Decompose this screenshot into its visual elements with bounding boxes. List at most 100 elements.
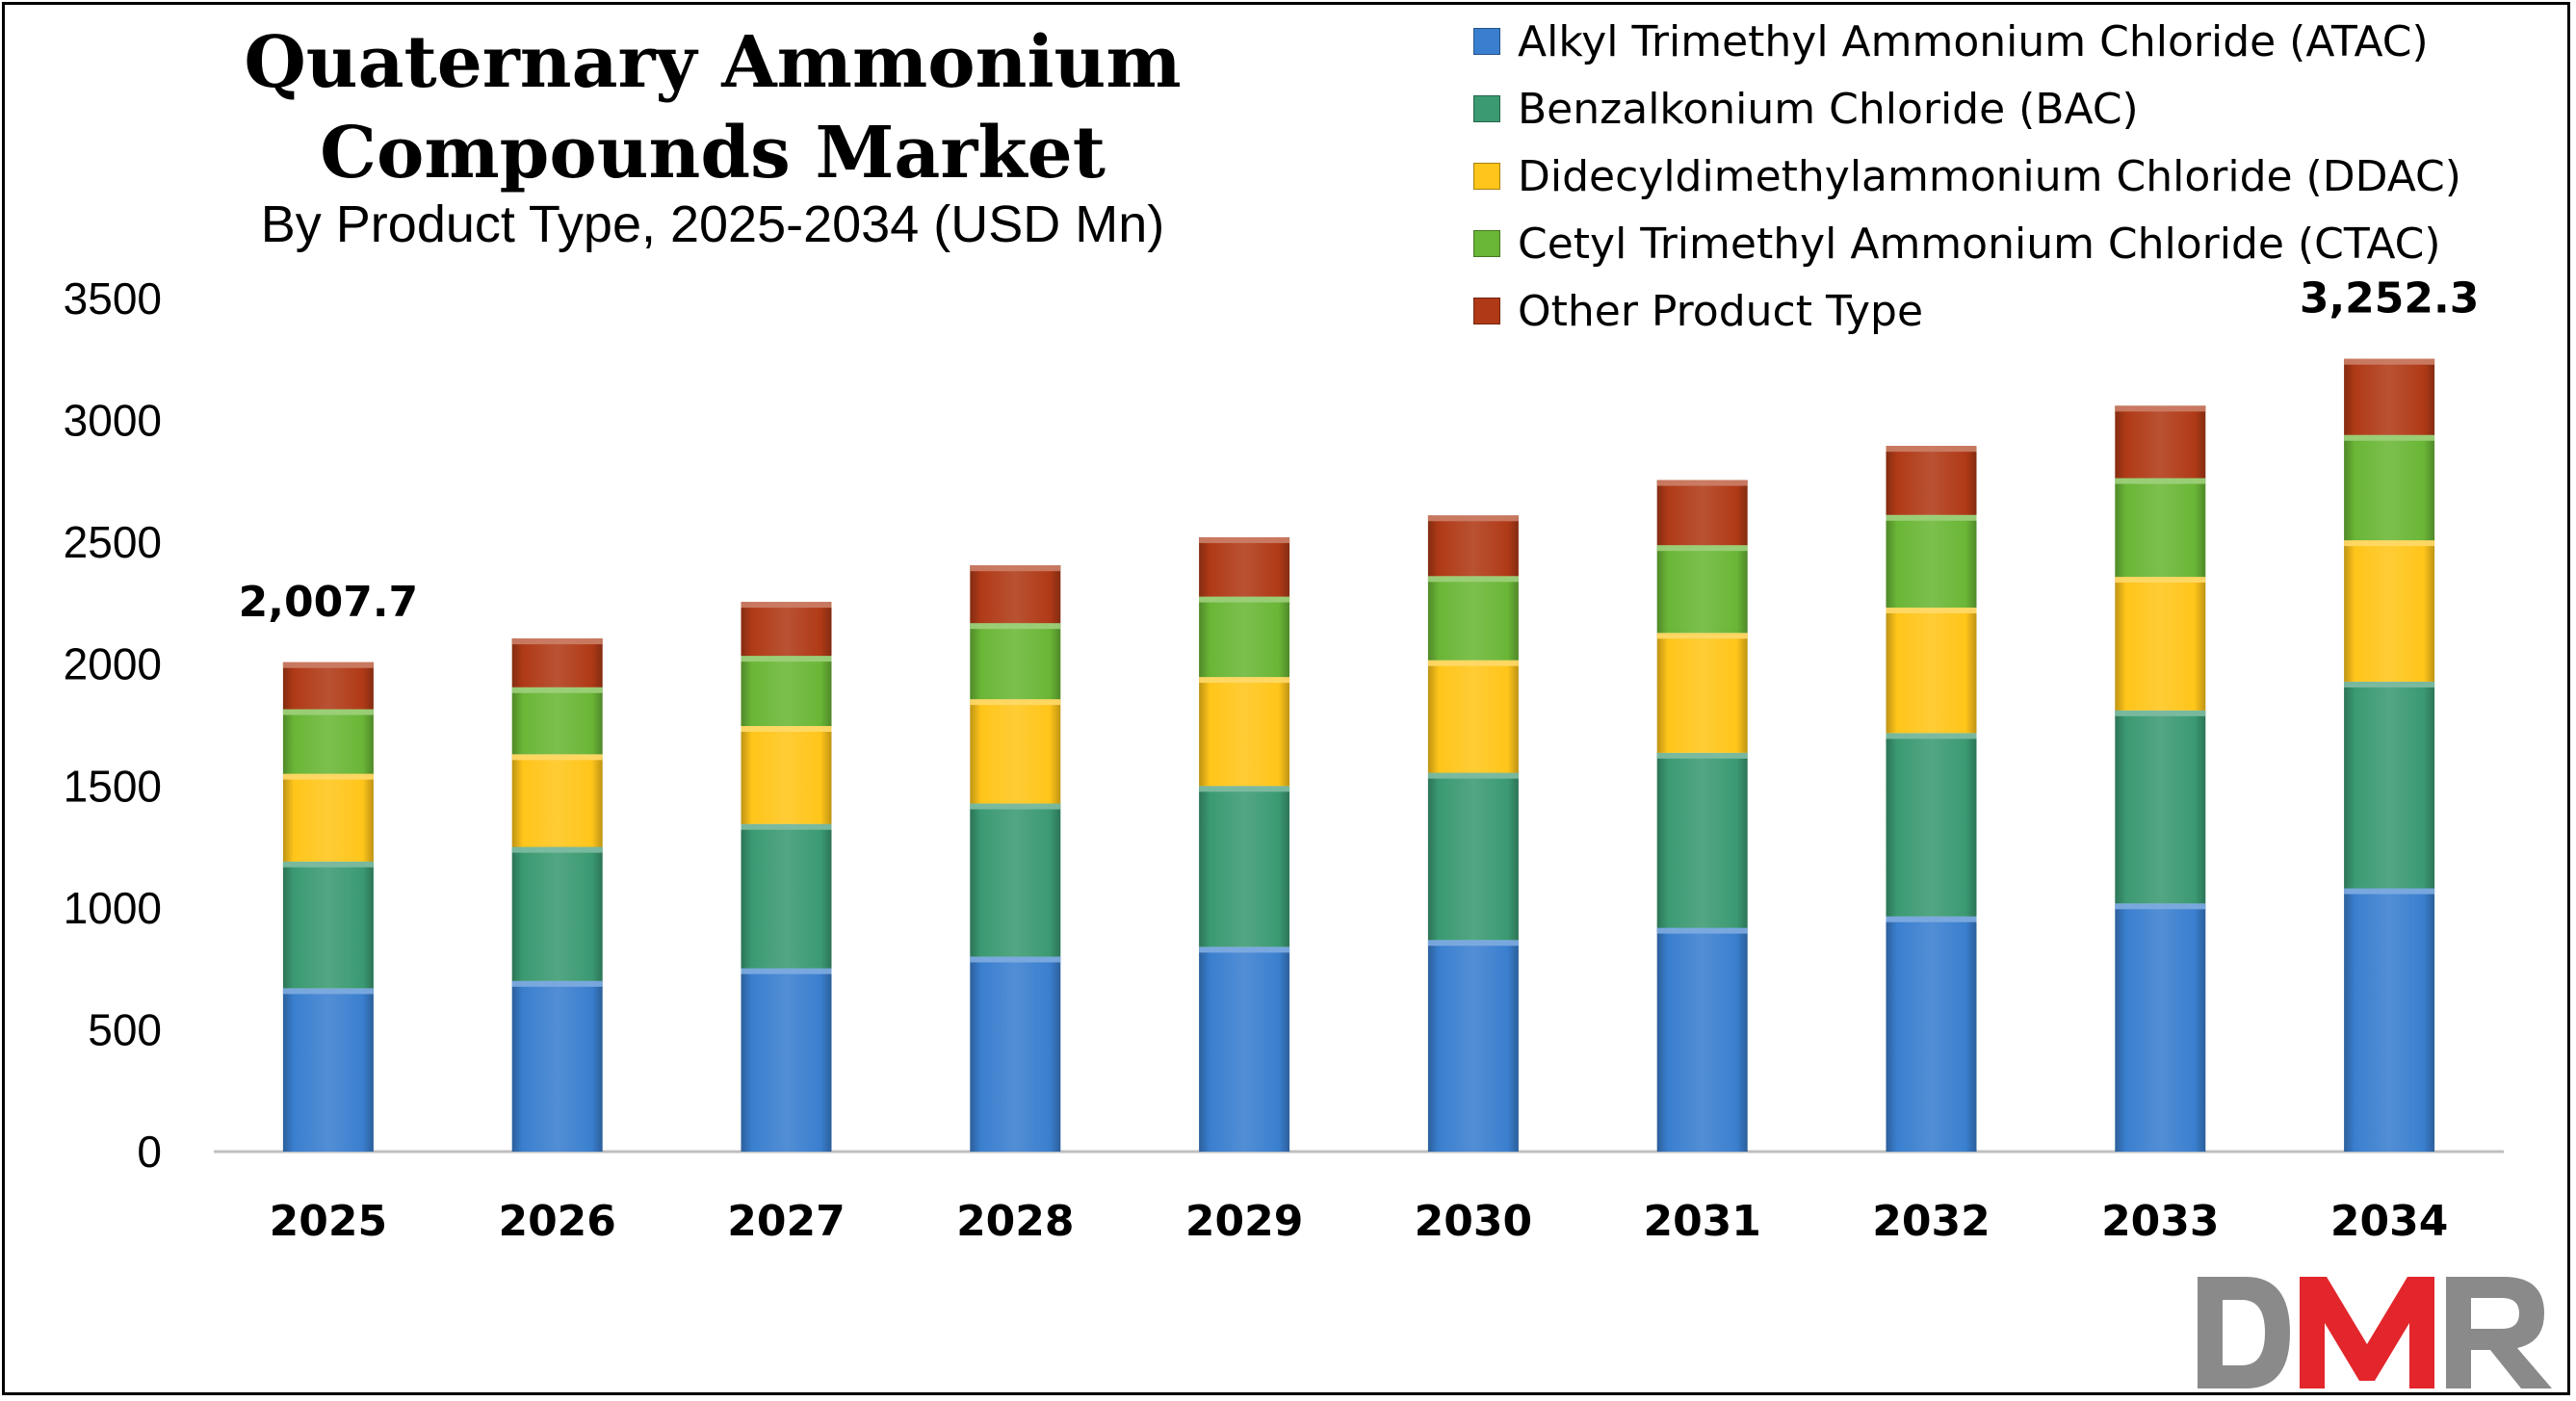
y-tick-label: 500 [88,1004,162,1054]
bar-segment-2030-1 [1427,772,1519,941]
bar-segment-bevel-2029-0 [1199,947,1290,953]
x-tick-label: 2032 [1872,1197,1990,1246]
bar-segment-2031-0 [1656,927,1748,1152]
bar-segment-bevel-2027-0 [741,968,832,974]
bar-segment-2033-4 [2115,405,2206,479]
bar-segment-2034-3 [2344,434,2435,541]
x-tick-label: 2031 [1643,1197,1760,1246]
bar-segment-2029-3 [1199,596,1290,678]
bar-segment-2027-3 [741,656,832,727]
bar-segment-2030-4 [1427,515,1519,577]
chart-legend: Alkyl Trimethyl Ammonium Chloride (ATAC)… [1473,8,2461,345]
bar-segment-bevel-2032-0 [1886,916,1977,922]
bar-segment-bevel-2027-2 [741,726,832,733]
bar-segment-2028-2 [970,699,1061,804]
y-tick-label: 0 [137,1127,162,1177]
dmr-logo [2198,1277,2552,1388]
bar-segment-bevel-2032-4 [1886,446,1977,453]
bar-segment-bevel-2027-4 [741,602,832,609]
bar-segment-2025-3 [282,709,374,774]
legend-label-bac: Benzalkonium Chloride (BAC) [1518,84,2139,134]
bar-segment-2031-2 [1656,633,1748,753]
legend-swatch-ctac [1473,230,1500,257]
bar-segment-2026-4 [511,638,603,688]
bar-segment-bevel-2029-2 [1199,677,1290,684]
bar-segment-bevel-2025-0 [282,988,374,995]
bar-segment-bevel-2034-0 [2344,888,2435,895]
legend-item-bac: Benzalkonium Chloride (BAC) [1473,75,2461,143]
x-tick-label: 2029 [1185,1197,1303,1246]
bar-segment-bevel-2025-4 [282,662,374,668]
bar-segment-bevel-2028-4 [970,565,1061,572]
bar-segment-bevel-2029-4 [1199,537,1290,544]
bar-segment-2034-2 [2344,540,2435,682]
bar-segment-2030-0 [1427,940,1519,1152]
bar-segment-bevel-2034-1 [2344,681,2435,688]
bar-segment-2025-4 [282,662,374,710]
bar-segment-bevel-2027-3 [741,656,832,662]
bar-segment-bevel-2033-1 [2115,710,2206,716]
bar-segment-2034-4 [2344,358,2435,435]
bar-segment-bevel-2030-0 [1427,940,1519,947]
bar-segment-2027-2 [741,726,832,824]
bar-segment-bevel-2031-2 [1656,633,1748,639]
chart-subtitle: By Product Type, 2025-2034 (USD Mn) [260,195,1165,253]
bar-segment-bevel-2025-2 [282,773,374,780]
bar-segment-2029-2 [1199,677,1290,787]
bar-segment-bevel-2026-4 [511,638,603,645]
bar-segment-2028-4 [970,565,1061,624]
bar-segment-bevel-2030-3 [1427,576,1519,583]
bar-segment-2034-1 [2344,681,2435,889]
data-label-2025: 2,007.7 [239,578,419,627]
bar-segment-2028-0 [970,956,1061,1152]
legend-swatch-atac [1473,28,1500,55]
bar-segment-2032-3 [1886,514,1977,608]
x-tick-label: 2026 [498,1197,615,1246]
bar-segment-2025-2 [282,773,374,862]
bar-segment-bevel-2032-3 [1886,514,1977,521]
bar-segment-bevel-2026-2 [511,754,603,761]
legend-label-atac: Alkyl Trimethyl Ammonium Chloride (ATAC) [1518,16,2429,66]
chart-title: Quaternary Ammonium Compounds Market [244,21,1182,195]
bar-segment-2029-4 [1199,537,1290,597]
bar-segment-2031-3 [1656,545,1748,634]
x-tick-label: 2030 [1415,1197,1532,1246]
bar-segment-bevel-2032-2 [1886,607,1977,613]
y-tick-label: 2500 [64,517,162,567]
bar-segment-2028-3 [970,623,1061,700]
bar-segment-2029-0 [1199,947,1290,1152]
y-tick-label: 3000 [64,396,162,446]
bar-segment-bevel-2025-1 [282,861,374,868]
bar-segment-bevel-2028-0 [970,956,1061,963]
bar-segment-2027-4 [741,602,832,657]
legend-item-atac: Alkyl Trimethyl Ammonium Chloride (ATAC) [1473,8,2461,75]
x-tick-label: 2028 [956,1197,1074,1246]
bar-segment-bevel-2034-3 [2344,434,2435,441]
bar-segment-bevel-2033-2 [2115,577,2206,584]
bar-segment-bevel-2030-1 [1427,772,1519,779]
bar-segment-2033-1 [2115,710,2206,904]
bar-segment-bevel-2031-0 [1656,927,1748,934]
y-tick-label: 1000 [64,883,162,933]
bar-segment-2032-0 [1886,916,1977,1152]
bar-segment-2033-2 [2115,577,2206,711]
bar-segment-2029-1 [1199,786,1290,947]
bar-segment-bevel-2028-1 [970,803,1061,810]
bar-segment-2033-3 [2115,478,2206,578]
bar-segment-2030-2 [1427,660,1519,773]
legend-label-ctac: Cetyl Trimethyl Ammonium Chloride (CTAC) [1518,219,2441,269]
x-tick-label: 2034 [2330,1197,2448,1246]
bar-segment-bevel-2027-1 [741,823,832,830]
bar-segment-bevel-2026-3 [511,687,603,693]
legend-item-other: Other Product Type [1473,277,2461,345]
bar-segment-2031-1 [1656,752,1748,928]
bar-segment-bevel-2030-2 [1427,660,1519,666]
bar-segment-bevel-2026-1 [511,846,603,853]
bar-segment-2026-3 [511,687,603,755]
bar-segment-bevel-2034-2 [2344,540,2435,547]
legend-item-ddac: Didecyldimethylammonium Chloride (DDAC) [1473,143,2461,210]
y-tick-label: 1500 [64,761,162,811]
bar-segment-2026-1 [511,846,603,981]
bar-segment-2027-0 [741,968,832,1152]
